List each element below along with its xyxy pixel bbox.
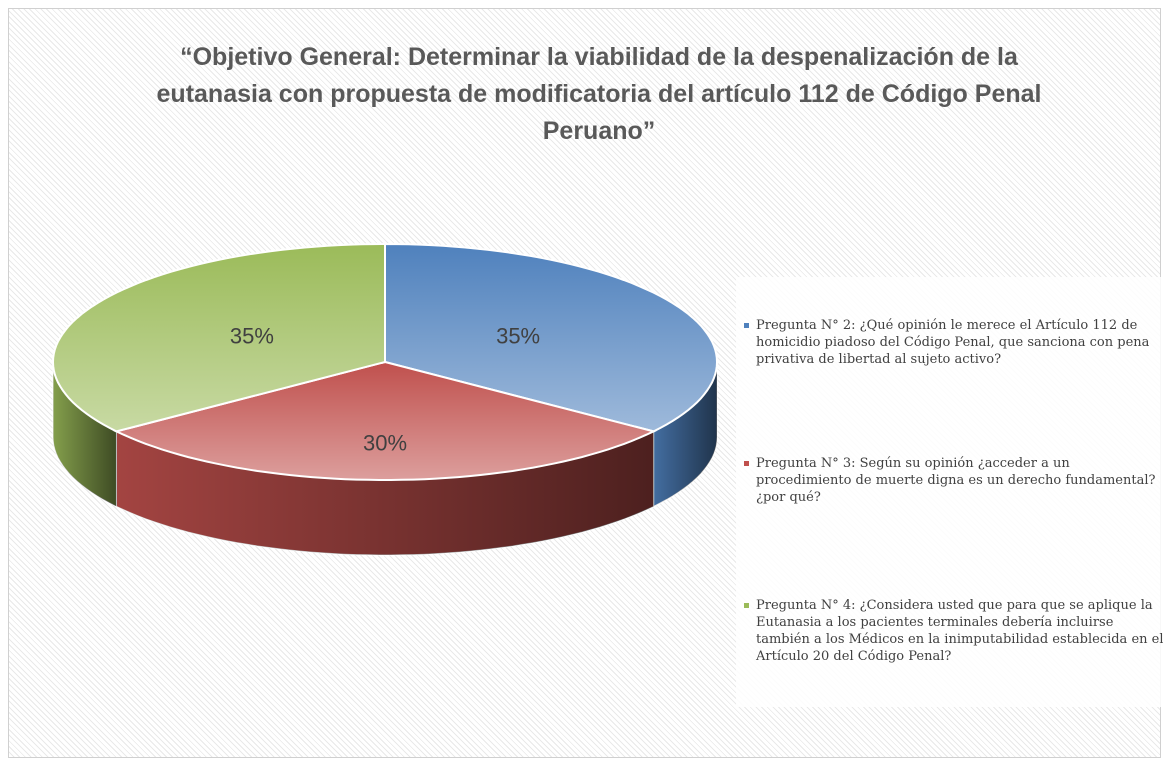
- shading: [53, 244, 385, 432]
- legend-label: Pregunta N° 2: ¿Qué opinión le merece el…: [756, 318, 1150, 367]
- legend-entry: Pregunta N° 4: ¿Considera usted que para…: [744, 597, 1163, 665]
- chart-title: “Objetivo General: Determinar la viabili…: [156, 43, 1042, 145]
- legend-entry: Pregunta N° 3: Según su opinión ¿acceder…: [744, 455, 1163, 506]
- shading: [116, 362, 654, 480]
- data-label: 35%: [496, 324, 540, 349]
- legend-label: Pregunta N° 3: Según su opinión ¿acceder…: [756, 456, 1156, 505]
- legend: Pregunta N° 2: ¿Qué opinión le merece el…: [736, 277, 1163, 707]
- chart-area: “Objetivo General: Determinar la viabili…: [8, 8, 1163, 758]
- legend-entry: Pregunta N° 2: ¿Qué opinión le merece el…: [744, 317, 1163, 368]
- shading: [116, 431, 654, 555]
- legend-marker: [744, 323, 749, 328]
- data-label: 35%: [230, 324, 274, 349]
- shading: [385, 244, 717, 432]
- legend-marker: [744, 603, 749, 608]
- data-label: 30%: [363, 430, 407, 455]
- legend-label: Pregunta N° 4: ¿Considera usted que para…: [756, 598, 1163, 664]
- legend-marker: [744, 461, 749, 466]
